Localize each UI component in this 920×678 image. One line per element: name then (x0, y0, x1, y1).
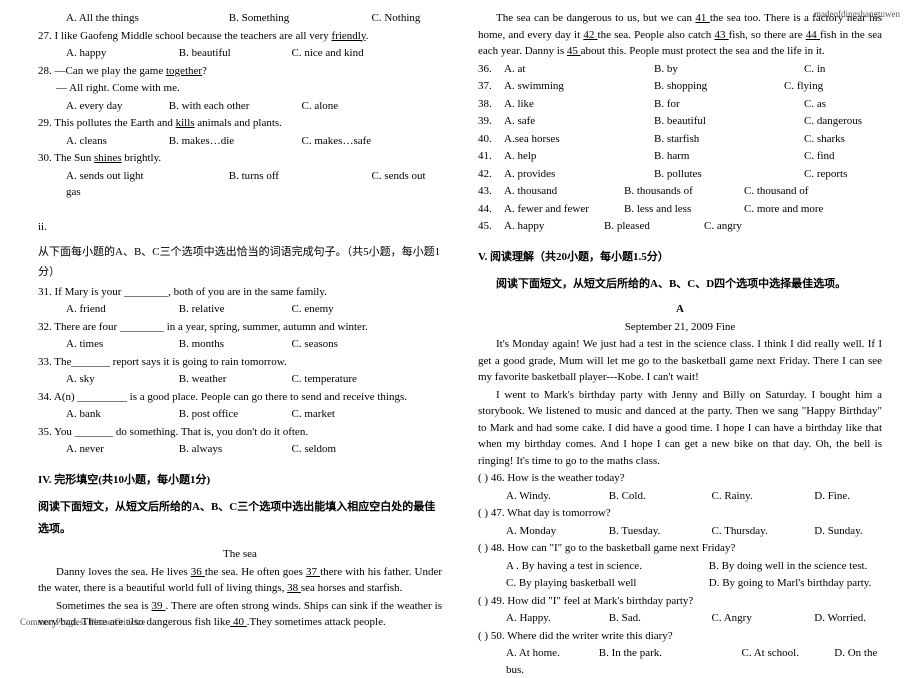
q34-options: A. bank B. post office C. market (38, 406, 442, 423)
part-ii-instr: 从下面每小题的A、B、C三个选项中选出恰当的词语完成句子。（共5小题，每小题1分… (38, 243, 442, 283)
q29-options: A. cleans B. makes…die C. makes…safe (38, 133, 442, 150)
q27-options: A. happy B. beautiful C. nice and kind (38, 45, 442, 62)
q31: 31. If Mary is your ________, both of yo… (38, 284, 442, 301)
right-column: The sea can be dangerous to us, but we c… (460, 10, 900, 627)
q28-line2: — All right. Come with me. (38, 80, 442, 97)
cloze-opt-41: 41.A. helpB. harmC. find (478, 148, 882, 165)
cloze-opt-45: 45.A. happyB. pleasedC. angry (478, 218, 882, 235)
q46: ( ) 46. How is the weather today? (478, 470, 882, 487)
q35-options: A. never B. always C. seldom (38, 441, 442, 458)
q48: ( ) 48. How can "I" go to the basketball… (478, 540, 882, 557)
opt-b: B. Something (229, 10, 369, 27)
q30-options: A. sends out light B. turns off C. sends… (38, 168, 442, 201)
q26-options: A. All the things B. Something C. Nothin… (38, 10, 442, 27)
q31-options: A. friend B. relative C. enemy (38, 301, 442, 318)
q27: 27. I like Gaofeng Middle school because… (38, 28, 442, 45)
q30: 30. The Sun shines brightly. (38, 150, 442, 167)
cloze-opt-38: 38.A. likeB. forC. as (478, 96, 882, 113)
q33-options: A. sky B. weather C. temperature (38, 371, 442, 388)
q32: 32. There are four ________ in a year, s… (38, 319, 442, 336)
q32-options: A. times B. months C. seasons (38, 336, 442, 353)
passage-a-p2: I went to Mark's birthday party with Jen… (478, 387, 882, 470)
section-v-heading: V. 阅读理解（共20小题，每小题1.5分） (478, 249, 882, 266)
opt-c: C. Nothing (372, 12, 421, 24)
passage-a-label: A (478, 301, 882, 318)
footer-text: Common Progress Please Criticize (20, 616, 145, 630)
passage-a-date: September 21, 2009 Fine (478, 319, 882, 336)
q35: 35. You _______ do something. That is, y… (38, 424, 442, 441)
part-ii-label: ii. (38, 219, 442, 236)
section-v-instr: 阅读下面短文，从短文后所给的A、B、C、D四个选项中选择最佳选项。 (478, 273, 882, 295)
section-iv-instr: 阅读下面短文，从短文后所给的A、B、C三个选项中选出能填入相应空白处的最佳选项。 (38, 496, 442, 540)
q47: ( ) 47. What day is tomorrow? (478, 505, 882, 522)
cloze-opt-43: 43.A. thousandB. thousands ofC. thousand… (478, 183, 882, 200)
q28: 28. —Can we play the game together? (38, 63, 442, 80)
opt-a: A. All the things (66, 10, 226, 27)
q28-options: A. every day B. with each other C. alone (38, 98, 442, 115)
left-column: A. All the things B. Something C. Nothin… (20, 10, 460, 627)
q29: 29. This pollutes the Earth and kills an… (38, 115, 442, 132)
q49: ( ) 49. How did "I" feel at Mark's birth… (478, 593, 882, 610)
q34: 34. A(n) _________ is a good place. Peop… (38, 389, 442, 406)
cloze-opt-40: 40.A.sea horsesB. starfishC. sharks (478, 131, 882, 148)
cloze-title: The sea (38, 546, 442, 563)
passage-a-p1: It's Monday again! We just had a test in… (478, 336, 882, 386)
q48-options-2: C. By playing basketball well D. By goin… (478, 575, 882, 592)
q46-options: A. Windy. B. Cold. C. Rainy. D. Fine. (478, 488, 882, 505)
q48-options-1: A . By having a test in science. B. By d… (478, 558, 882, 575)
q33: 33. The_______ report says it is going t… (38, 354, 442, 371)
q50-options: A. At home. B. In the park. C. At school… (478, 645, 882, 678)
q49-options: A. Happy. B. Sad. C. Angry D. Worried. (478, 610, 882, 627)
header-marker: madeofdingshangtuwen (814, 8, 900, 22)
cloze-opt-42: 42.A. providesB. pollutesC. reports (478, 166, 882, 183)
cloze-opt-36: 36.A. atB. byC. in (478, 61, 882, 78)
cloze-opt-37: 37.A. swimmingB. shoppingC. flying (478, 78, 882, 95)
cloze-opt-39: 39.A. safeB. beautifulC. dangerous (478, 113, 882, 130)
q47-options: A. Monday B. Tuesday. C. Thursday. D. Su… (478, 523, 882, 540)
cloze-para-1: Danny loves the sea. He lives 36 the sea… (38, 564, 442, 597)
section-iv-heading: IV. 完形填空(共10小题，每小题1分) (38, 472, 442, 489)
q50: ( ) 50. Where did the writer write this … (478, 628, 882, 645)
cloze-opt-44: 44.A. fewer and fewerB. less and lessC. … (478, 201, 882, 218)
